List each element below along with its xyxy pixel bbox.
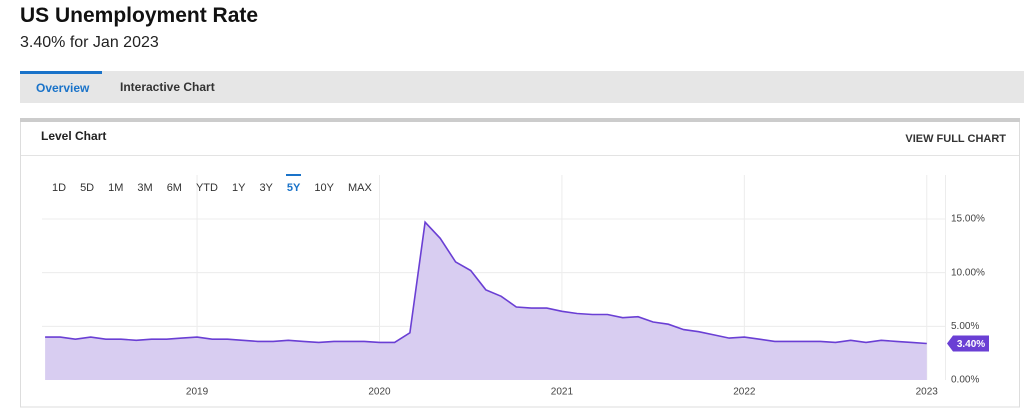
y-tick-label: 5.00% [951,321,979,332]
x-tick-label: 2020 [368,387,391,398]
range-button[interactable]: MAX [347,182,372,194]
x-tick-label: 2023 [916,387,939,398]
range-button[interactable]: 5D [80,182,95,194]
range-button[interactable]: 6M [166,182,182,194]
y-tick-label: 15.00% [951,214,985,225]
current-value-label: 3.40% [957,339,985,350]
page-subtitle: 3.40% for Jan 2023 [20,34,159,51]
range-button[interactable]: 1Y [231,182,246,194]
range-button[interactable]: 1D [52,182,67,194]
x-tick-label: 2022 [733,387,756,398]
range-button[interactable]: 5Y [281,174,308,196]
tab-bar: Overview Interactive Chart [20,71,1024,103]
current-value-badge [947,335,989,352]
range-selector: 1D 5D 1M 3M 6M YTD 1Y 3Y 5Y 10Y MAX [46,174,380,196]
panel-top-bar [20,118,1020,122]
range-button[interactable]: 1M [108,182,124,194]
range-button[interactable]: YTD [195,182,218,194]
area-fill [45,222,927,380]
panel-title: Level Chart [41,129,106,143]
tab[interactable]: Overview [20,71,102,103]
range-button[interactable]: 10Y [314,182,334,194]
x-tick-label: 2021 [551,387,574,398]
y-tick-label: 10.00% [951,267,985,278]
range-button[interactable]: 3Y [259,182,273,194]
x-tick-label: 2019 [186,387,209,398]
area-line [45,220,927,345]
page-title: US Unemployment Rate [20,4,259,27]
view-full-chart-link[interactable]: VIEW FULL CHART [905,133,1006,145]
y-tick-label: 0.00% [951,375,979,386]
tab[interactable]: Interactive Chart [120,80,215,94]
range-button[interactable]: 3M [137,182,153,194]
